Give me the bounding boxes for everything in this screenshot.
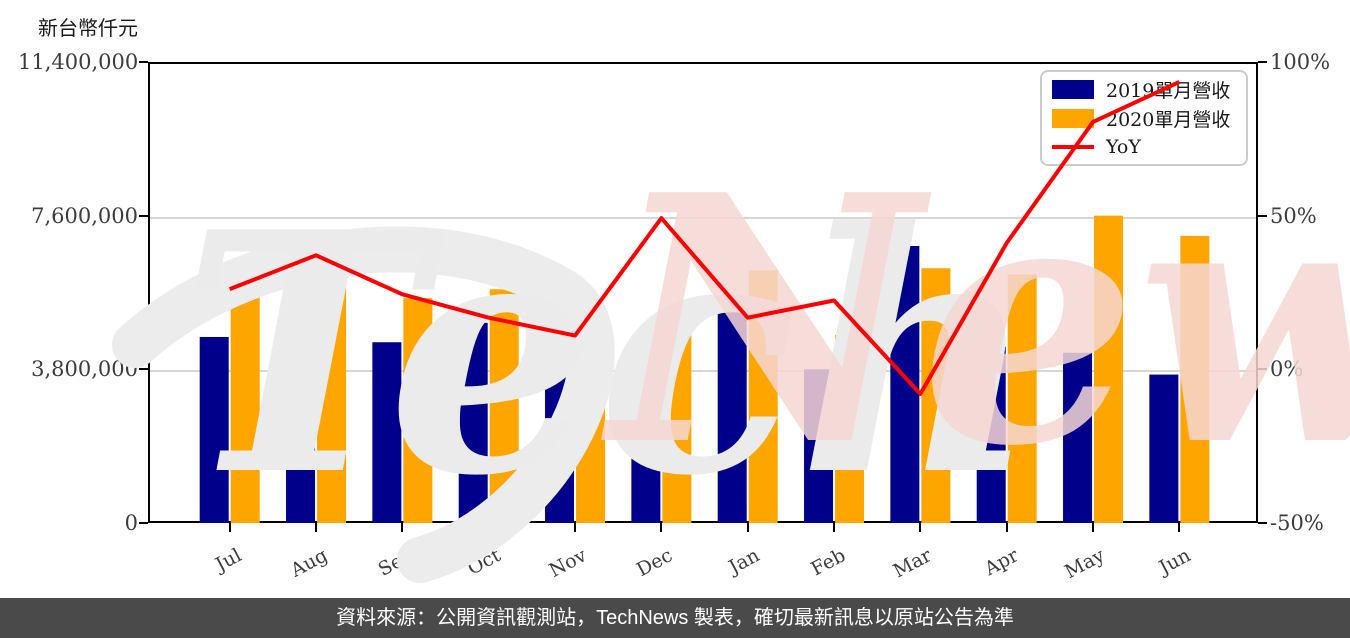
x-tick-label-Mar: Mar	[889, 544, 936, 583]
y-tickmark	[139, 522, 148, 524]
legend-label-yoy: YoY	[1106, 136, 1141, 158]
legend-swatch-2019	[1052, 79, 1094, 99]
y-axis-unit-label: 新台幣仟元	[38, 16, 138, 40]
right-tick-label-100%: 100%	[1270, 50, 1331, 74]
y-tick-label-3,800,000: 3,800,000	[31, 357, 138, 382]
legend-label-2019: 2019單月營收	[1106, 79, 1231, 102]
x-tickmark-Aug	[315, 523, 318, 532]
x-tickmark-Apr	[1005, 523, 1008, 532]
x-tick-label-Oct: Oct	[463, 544, 504, 580]
x-tick-label-Jun: Jun	[1155, 544, 1195, 579]
x-tick-label-Aug: Aug	[287, 544, 332, 582]
x-tick-label-Apr: Apr	[980, 544, 1022, 581]
y-tick-label-7,600,000: 7,600,000	[31, 203, 138, 228]
x-tickmark-Jan	[746, 523, 749, 532]
x-tick-label-Nov: Nov	[545, 544, 591, 582]
legend-swatch-yoy	[1052, 145, 1094, 149]
x-tickmark-Sep	[401, 523, 404, 532]
legend-label-2020: 2020單月營收	[1106, 108, 1231, 131]
x-tickmark-Feb	[833, 523, 836, 532]
x-tick-label-May: May	[1061, 544, 1109, 584]
right-tickmark	[1258, 61, 1267, 63]
gridline-7600000	[150, 216, 1256, 219]
x-tickmark-Mar	[919, 523, 922, 532]
x-tick-label-Dec: Dec	[633, 544, 677, 582]
legend-swatch-2020	[1052, 108, 1094, 128]
x-tick-label-Sep: Sep	[375, 544, 418, 581]
x-tickmark-Oct	[487, 523, 490, 532]
x-tickmark-Jul	[228, 523, 231, 532]
right-tickmark	[1258, 214, 1267, 217]
x-tick-label-Feb: Feb	[807, 544, 850, 581]
y-tick-label-11,400,000: 11,400,000	[18, 50, 139, 74]
y-tickmark	[139, 61, 148, 63]
y-tick-label-0: 0	[124, 511, 138, 535]
right-tick-label-0%: 0%	[1270, 357, 1304, 382]
gridline-3800000	[150, 370, 1256, 373]
x-tickmark-Dec	[660, 523, 663, 532]
legend-item-yoy: YoY	[1052, 133, 1236, 161]
right-tickmark	[1258, 522, 1267, 524]
x-tick-label-Jul: Jul	[211, 544, 245, 576]
source-footer: 資料來源：公開資訊觀測站，TechNews 製表，確切最新訊息以原站公告為準	[0, 598, 1350, 638]
legend-item-2019: 2019單月營收	[1052, 75, 1236, 103]
right-tickmark	[1258, 368, 1267, 371]
chart-legend: 2019單月營收 2020單月營收 YoY	[1040, 70, 1248, 166]
legend-item-2020: 2020單月營收	[1052, 104, 1236, 132]
right-tick-label--50%: -50%	[1270, 511, 1324, 535]
x-tickmark-Nov	[574, 523, 577, 532]
y-tickmark	[139, 368, 148, 371]
right-tick-label-50%: 50%	[1270, 203, 1317, 228]
x-tickmark-May	[1092, 523, 1095, 532]
y-tickmark	[139, 214, 148, 217]
x-tick-label-Jan: Jan	[724, 544, 763, 579]
x-tickmark-Jun	[1178, 523, 1181, 532]
